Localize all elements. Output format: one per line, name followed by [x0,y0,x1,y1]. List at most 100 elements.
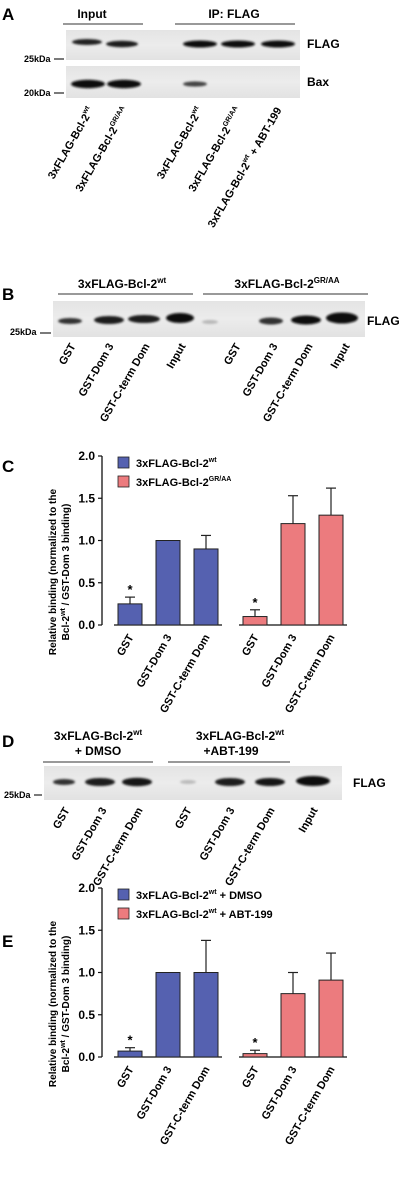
ylabel-e-line2: Bcl-2wt / GST-Dom 3 binding) [60,936,72,1073]
lane-label: GST-Dom 3 [70,806,110,863]
marker-d: 25kDa [4,790,32,800]
bar [155,972,181,1058]
panel-d-group2-line2: +ABT-199 [203,744,258,758]
bar [318,514,344,626]
band [58,318,82,324]
y-tick-label: 1.0 [78,534,95,548]
legend-c: 3xFLAG-Bcl-2wt 3xFLAG-Bcl-2GR/AA [117,456,231,489]
panel-e: E Relative binding (normalized to the Bc… [2,881,347,1147]
band [106,40,138,48]
bar [280,523,306,626]
panel-a: A Input IP: FLAG FLAG 25kDa Bax 20kDa 3x… [2,5,340,230]
band [85,778,115,786]
legend-label: 3xFLAG-Bcl-2wt + DMSO [136,889,263,902]
blot-d-label: FLAG [353,776,386,790]
bar [155,540,181,626]
legend-e: 3xFLAG-Bcl-2wt + DMSO 3xFLAG-Bcl-2wt + A… [117,888,273,921]
panel-d-group1-line2: + DMSO [75,744,121,758]
panel-a-letter: A [2,5,14,24]
y-tick-label: 1.5 [78,491,95,505]
y-tick-label: 2.0 [78,449,95,463]
lane-label: Input [329,341,353,371]
blot-a-flag-bands [72,39,295,48]
y-tick-label: 0.0 [78,1050,95,1064]
band [202,320,218,324]
band [296,776,330,786]
band [166,313,194,323]
band [180,780,196,784]
lanes-b: GST GST-Dom 3 GST-C-term Dom Input GST G… [57,341,353,424]
legend-swatch [117,475,130,488]
band [122,777,152,787]
band [183,81,207,87]
band [221,40,255,48]
ip-group-label: IP: FLAG [208,7,259,21]
lane-label: GST-Dom 3 [77,342,117,399]
lanes-a: 3xFLAG-Bcl-2wt 3xFLAG-Bcl-2GR/AA 3xFLAG-… [46,104,285,230]
bar [117,1050,143,1058]
x-tick-label: GST [115,632,137,658]
band [291,315,321,325]
y-tick-label: 2.0 [78,881,95,895]
lane-label: GST [57,341,79,367]
band [183,40,217,48]
lane-label: 3xFLAG-Bcl-2wt + ABT-199 [205,105,285,230]
band [71,79,105,89]
marker-a-bax: 20kDa [24,88,52,98]
bar [117,603,143,626]
significance-star: * [252,595,258,610]
band [259,317,283,325]
band [326,312,358,324]
significance-star: * [127,582,133,597]
bar [193,548,219,626]
bar [242,1053,268,1058]
bar [280,993,306,1058]
legend-label: 3xFLAG-Bcl-2wt + ABT-199 [136,908,273,921]
y-tick-label: 0.0 [78,618,95,632]
panel-d-letter: D [2,732,14,751]
ylabel-c-line2: Bcl-2wt / GST-Dom 3 binding) [60,504,72,641]
x-tick-label: GST [240,632,262,658]
blot-d-bands [53,776,330,787]
band [94,316,124,324]
panel-d-group2: 3xFLAG-Bcl-2wt [196,728,285,743]
lane-label: GST-Dom 3 [241,342,281,399]
significance-star: * [252,1035,258,1050]
lane-label: GST [51,805,73,831]
lane-label: Input [165,341,189,371]
panel-c-letter: C [2,457,14,476]
panel-b: B 3xFLAG-Bcl-2wt 3xFLAG-Bcl-2GR/AA FLAG … [2,276,400,424]
panel-b-group2: 3xFLAG-Bcl-2GR/AA [234,276,339,291]
significance-star: * [127,1033,133,1048]
x-tick-label: GST-Dom 3 [135,1065,175,1122]
x-tick-label: GST-Dom 3 [260,633,300,690]
blot-a-bax-bands [71,79,207,89]
blot-a-flag [66,30,300,60]
y-tick-label: 1.5 [78,923,95,937]
x-tick-label: GST [115,1064,137,1090]
bar [193,972,219,1058]
x-tick-label: GST-Dom 3 [135,633,175,690]
y-tick-label: 0.5 [78,576,95,590]
y-tick-label: 0.5 [78,1008,95,1022]
panel-b-letter: B [2,285,14,304]
x-tick-label: GST [240,1064,262,1090]
legend-swatch [117,907,130,920]
blot-a-flag-label: FLAG [307,37,340,51]
panel-c: C Relative binding (normalized to the Bc… [2,449,347,715]
marker-a-flag: 25kDa [24,54,52,64]
panel-b-group1: 3xFLAG-Bcl-2wt [78,276,167,291]
band [72,39,102,45]
lane-label: GST [222,341,244,367]
panel-d-group1: 3xFLAG-Bcl-2wt [54,728,143,743]
band [53,779,75,785]
input-group-label: Input [77,7,106,21]
legend-swatch [117,456,130,469]
legend-swatch [117,888,130,901]
marker-b: 25kDa [10,327,38,337]
lanes-d: GST GST-Dom 3 GST-C-term Dom GST GST-Dom… [51,805,321,888]
band [215,778,245,786]
